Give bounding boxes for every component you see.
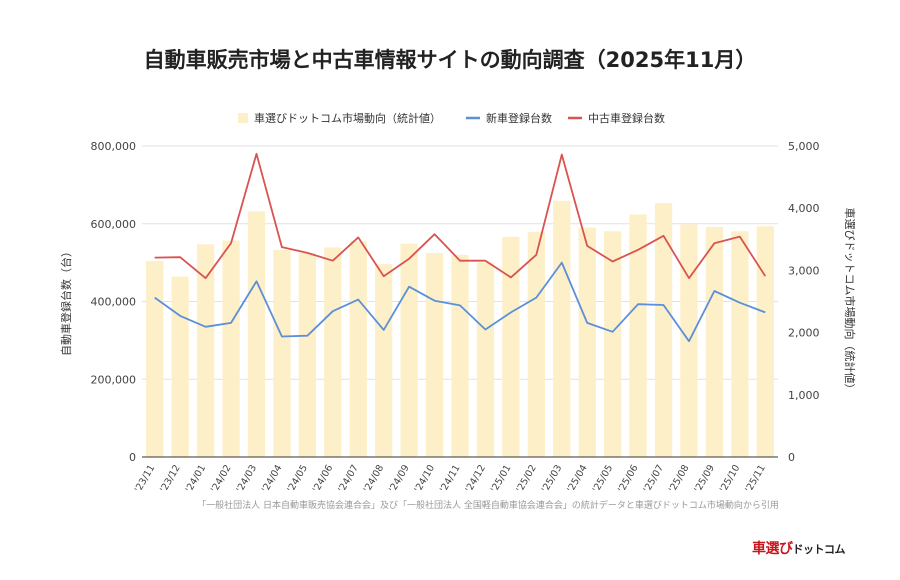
x-tick-label: '25/11 bbox=[743, 463, 768, 494]
bar bbox=[731, 231, 749, 457]
x-tick-label: '25/04 bbox=[565, 463, 590, 494]
bar bbox=[578, 227, 596, 457]
series-line-new-car bbox=[154, 261, 766, 343]
brand-logo-main: 車選び bbox=[752, 541, 793, 557]
bar bbox=[476, 262, 495, 457]
line-series bbox=[154, 152, 767, 343]
x-tick-label: '24/02 bbox=[209, 463, 234, 494]
bar bbox=[349, 241, 367, 457]
bar bbox=[324, 247, 342, 457]
y2-axis-title: 車選びドットコム市場動向（統計値） bbox=[843, 208, 857, 395]
y-tick-label: 200,000 bbox=[91, 373, 137, 386]
y2-tick-label: 3,000 bbox=[788, 264, 820, 277]
x-tick-label: '25/06 bbox=[616, 463, 641, 494]
x-tick-label: '25/01 bbox=[489, 463, 514, 494]
y2-tick-label: 4,000 bbox=[788, 202, 820, 215]
y-axis-title: 自動車登録台数（台） bbox=[59, 246, 73, 356]
y-tick-label: 0 bbox=[129, 451, 136, 464]
x-tick-label: '24/12 bbox=[464, 463, 489, 494]
bar bbox=[298, 252, 317, 457]
x-tick-label: '24/10 bbox=[413, 463, 438, 494]
bar bbox=[400, 243, 418, 457]
x-tick-label: '25/02 bbox=[514, 463, 539, 494]
bar bbox=[146, 261, 164, 457]
x-tick-label: '24/03 bbox=[235, 463, 260, 494]
bar bbox=[629, 214, 647, 457]
y2-tick-label: 2,000 bbox=[788, 327, 820, 340]
x-tick-label: '25/08 bbox=[667, 463, 692, 494]
y-tick-label: 800,000 bbox=[91, 140, 137, 153]
y-tick-label: 600,000 bbox=[91, 218, 137, 231]
bar bbox=[171, 276, 189, 457]
legend-label-market: 車選びドットコム市場動向（統計値） bbox=[254, 111, 441, 125]
bar bbox=[553, 200, 571, 457]
x-tick-label: '25/10 bbox=[718, 463, 743, 494]
legend: 車選びドットコム市場動向（統計値） 新車登録台数 中古車登録台数 bbox=[238, 111, 665, 125]
bar bbox=[273, 249, 291, 457]
legend-swatch-market bbox=[238, 113, 248, 123]
y2-tick-label: 5,000 bbox=[788, 140, 820, 153]
y2-tick-label: 1,000 bbox=[788, 389, 820, 402]
legend-label-used-car: 中古車登録台数 bbox=[588, 111, 665, 125]
bar bbox=[502, 236, 520, 457]
y2-tick-label: 0 bbox=[788, 451, 795, 464]
x-tick-label: '24/05 bbox=[285, 463, 310, 494]
x-tick-label: '23/11 bbox=[133, 463, 158, 494]
x-tick-label: '25/07 bbox=[642, 463, 667, 494]
bar bbox=[196, 244, 215, 457]
brand-logo-kana: ドットコム bbox=[792, 543, 846, 556]
x-tick-label: '24/08 bbox=[362, 463, 387, 494]
x-tick-label: '25/05 bbox=[591, 463, 616, 494]
bar-series bbox=[146, 200, 774, 457]
bar bbox=[705, 226, 724, 457]
bar bbox=[375, 264, 393, 457]
x-tick-label: '25/03 bbox=[540, 463, 565, 494]
bar bbox=[222, 240, 240, 457]
bar bbox=[654, 203, 673, 457]
x-tick-label: '25/09 bbox=[692, 463, 717, 494]
bar bbox=[247, 211, 266, 457]
bar bbox=[527, 231, 545, 457]
y-tick-label: 400,000 bbox=[91, 296, 137, 309]
x-tick-label: '24/01 bbox=[184, 463, 209, 494]
x-tick-label: '24/11 bbox=[438, 463, 463, 494]
x-tick-label: '24/07 bbox=[336, 463, 361, 494]
x-tick-label: '24/04 bbox=[260, 463, 285, 494]
bar bbox=[425, 252, 444, 457]
chart-title: 自動車販売市場と中古車情報サイトの動向調査（2025年11月） bbox=[143, 48, 757, 72]
x-tick-label: '24/09 bbox=[387, 463, 412, 494]
bar bbox=[603, 231, 622, 457]
bar bbox=[451, 254, 469, 457]
source-note: 「一般社団法人 日本自動車販売協会連合会」及び「一般社団法人 全国軽自動車協会連… bbox=[197, 501, 779, 511]
x-tick-label: '23/12 bbox=[158, 463, 183, 494]
series-line-used-car bbox=[154, 152, 767, 280]
brand-logo: 車選びドットコム bbox=[752, 538, 845, 558]
bar bbox=[756, 226, 774, 457]
x-tick-label: '24/06 bbox=[311, 463, 336, 494]
legend-label-new-car: 新車登録台数 bbox=[486, 111, 552, 125]
